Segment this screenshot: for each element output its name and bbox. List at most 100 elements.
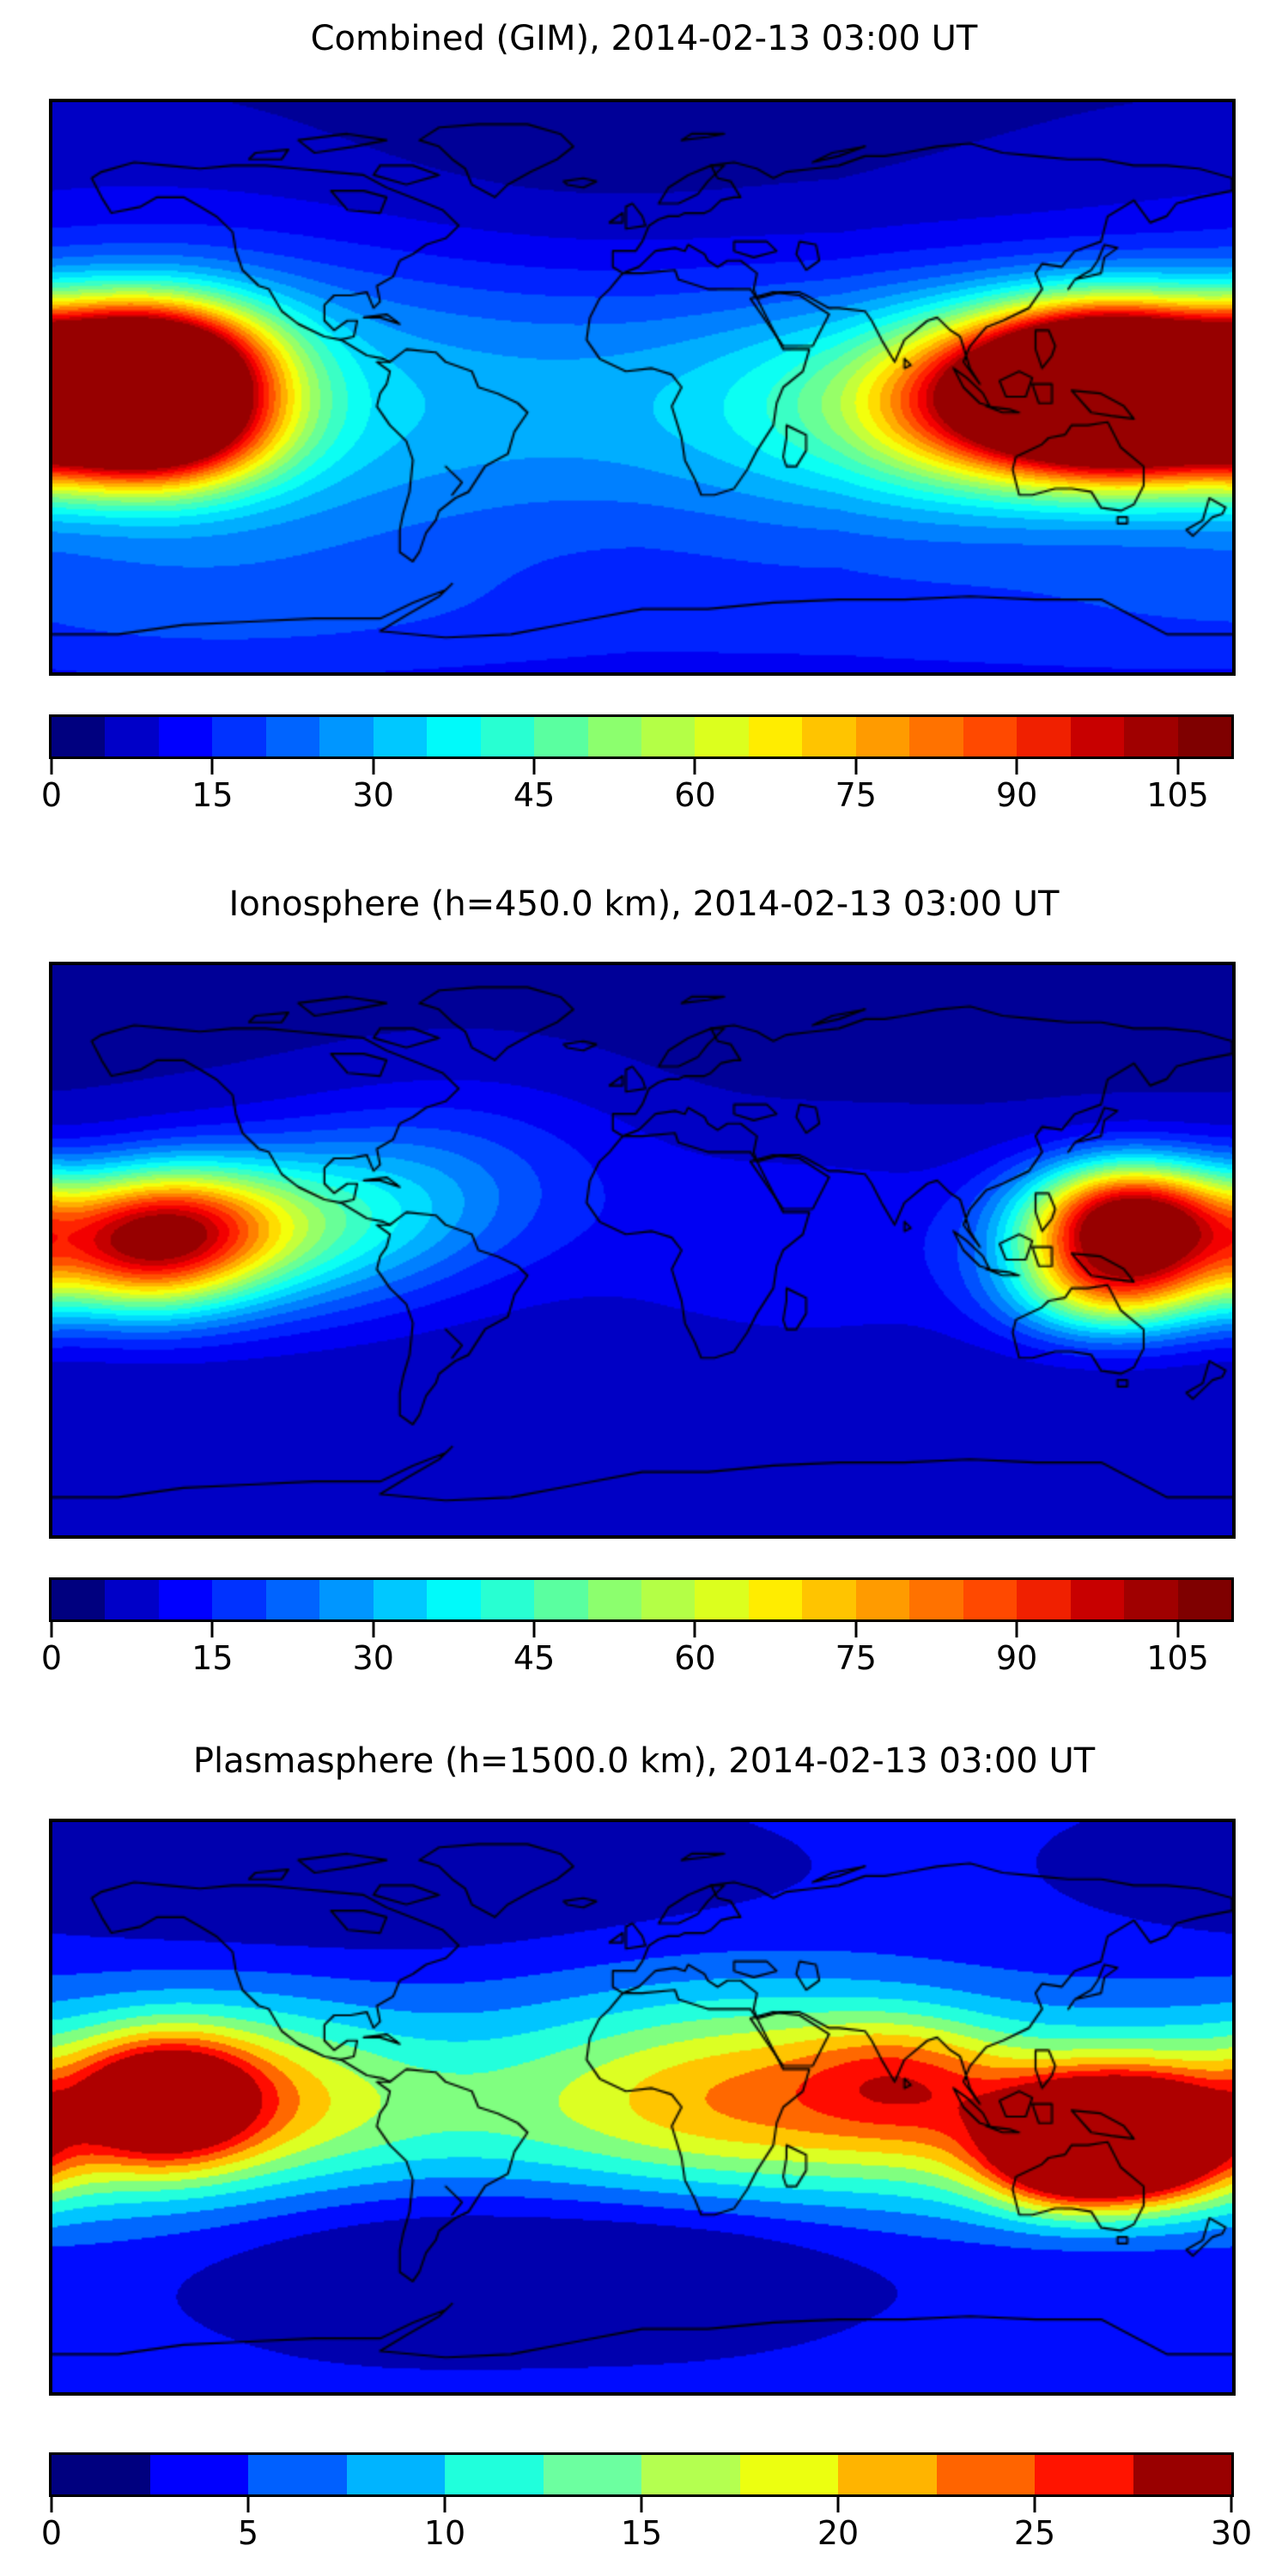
colorbar-segment [802,717,856,756]
colorbar-segment [319,1580,374,1619]
colorbar-tick-labels-plasmasphere: 0 5 10 15 20 25 30 [41,2514,1252,2557]
colorbar-plasmasphere: 0 5 10 15 20 25 30 [41,2452,1252,2557]
colorbar-segment [909,717,963,756]
colorbar-tick-label: 10 [423,2514,466,2552]
colorbar-segment [534,1580,588,1619]
colorbar-tick-label: 15 [620,2514,663,2552]
panel-plasmasphere: Plasmasphere (h=1500.0 km), 2014-02-13 0… [0,1726,1288,2576]
colorbar-ionosphere: 0 15 30 45 60 75 90 105 [41,1577,1234,1682]
colorbar-tick [640,2497,643,2512]
colorbar-segment [373,717,428,756]
colorbar-segment [319,717,374,756]
colorbar-segment [695,717,749,756]
colorbar-tick-label: 30 [352,1639,394,1677]
panel-title-plasmasphere: Plasmasphere (h=1500.0 km), 2014-02-13 0… [192,1741,1096,1781]
colorbar-tick-label: 45 [513,776,556,814]
colorbar-tick-label: 20 [817,2514,860,2552]
colorbar-segment [105,717,159,756]
colorbar-segment [248,2455,347,2494]
colorbar-segment [52,717,106,756]
colorbar-tick-label: 75 [835,776,877,814]
colorbar-segment [739,2455,838,2494]
colorbar-tick-label: 90 [995,1639,1038,1677]
colorbar-tick [693,759,696,775]
colorbar-tick [1033,2497,1036,2512]
colorbar-tick-label: 60 [674,1639,716,1677]
colorbar-tick [1015,1622,1018,1637]
map-image-ionosphere [52,965,1232,1535]
colorbar-tick [50,2497,53,2512]
colorbar-segment [158,717,213,756]
map-axes-combined [49,99,1236,676]
colorbar-segment [1017,717,1071,756]
colorbar-segment [855,1580,910,1619]
colorbar-segment [1070,1580,1125,1619]
colorbar-tick [854,1622,858,1637]
colorbar-segment [1124,1580,1178,1619]
colorbar-segment [427,1580,481,1619]
colorbar-tick [210,1622,214,1637]
colorbar-tick-label: 60 [674,776,716,814]
colorbar-ticks-ionosphere [49,1622,1229,1639]
colorbar-tick [1230,2497,1233,2512]
map-image-combined [52,102,1232,672]
colorbar-segment [212,717,266,756]
colorbar-segment [855,717,910,756]
colorbar-tick [1176,1622,1180,1637]
colorbar-segment [265,717,320,756]
colorbar-tick-label: 75 [835,1639,877,1677]
colorbar-tick-label: 90 [995,776,1038,814]
colorbar-segment [802,1580,856,1619]
colorbar-tick [443,2497,447,2512]
colorbar-gradient-ionosphere [49,1577,1234,1622]
colorbar-segment [149,2455,248,2494]
colorbar-segment [427,717,481,756]
colorbar-tick-labels-combined: 0 15 30 45 60 75 90 105 [41,776,1229,819]
colorbar-gradient-combined [49,714,1234,759]
colorbar-tick [50,1622,53,1637]
colorbar-tick-label: 30 [352,776,394,814]
colorbar-segment [480,1580,535,1619]
colorbar-tick-label: 0 [40,776,63,814]
colorbar-segment [695,1580,749,1619]
colorbar-tick [836,2497,840,2512]
colorbar-segment [1035,2455,1133,2494]
colorbar-segment [1017,1580,1071,1619]
colorbar-tick [854,759,858,775]
colorbar-segment [543,2455,641,2494]
map-axes-plasmasphere [49,1819,1236,2396]
colorbar-segment [1070,717,1125,756]
colorbar-tick [210,759,214,775]
colorbar-segment [1124,717,1178,756]
colorbar-tick-label: 15 [191,776,234,814]
colorbar-tick [372,1622,375,1637]
colorbar-segment [1177,1580,1231,1619]
colorbar-tick-label: 30 [1210,2514,1253,2552]
panel-title-ionosphere: Ionosphere (h=450.0 km), 2014-02-13 03:0… [228,884,1060,924]
colorbar-segment [641,2455,740,2494]
colorbar-segment [105,1580,159,1619]
colorbar-tick-label: 0 [40,1639,63,1677]
panel-title-combined: Combined (GIM), 2014-02-13 03:00 UT [310,19,978,58]
colorbar-tick-label: 45 [513,1639,556,1677]
colorbar-segment [534,717,588,756]
colorbar-segment [346,2455,445,2494]
colorbar-tick-labels-ionosphere: 0 15 30 45 60 75 90 105 [41,1639,1229,1682]
colorbar-tick [1015,759,1018,775]
panel-combined-gim: Combined (GIM), 2014-02-13 03:00 UT 0 15 3… [0,0,1288,867]
colorbar-tick [246,2497,250,2512]
panel-ionosphere: Ionosphere (h=450.0 km), 2014-02-13 03:0… [0,867,1288,1726]
colorbar-segment [963,717,1018,756]
colorbar-segment [158,1580,213,1619]
colorbar-segment [838,2455,937,2494]
colorbar-segment [909,1580,963,1619]
colorbar-segment [963,1580,1018,1619]
colorbar-tick-label: 15 [191,1639,234,1677]
colorbar-tick [50,759,53,775]
colorbar-segment [480,717,535,756]
colorbar-tick-label: 0 [40,2514,63,2552]
colorbar-segment [641,1580,696,1619]
colorbar-tick [693,1622,696,1637]
colorbar-ticks-combined [49,759,1229,776]
